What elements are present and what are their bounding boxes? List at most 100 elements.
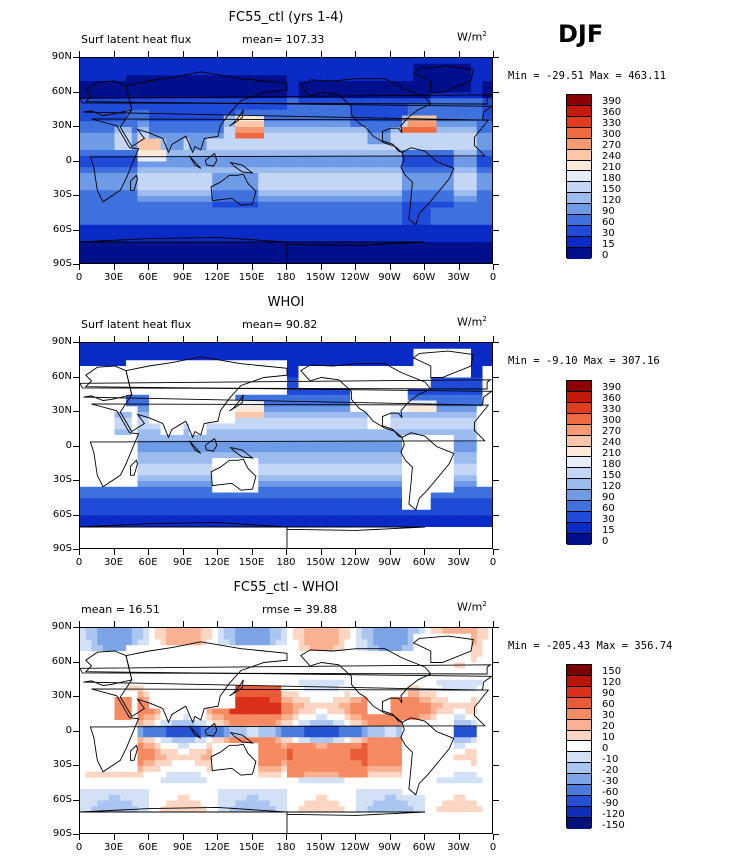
lon-tick xyxy=(113,834,115,840)
lon-tick-top xyxy=(79,51,80,57)
colorbar-swatch xyxy=(567,215,591,227)
lon-tick-top xyxy=(286,336,287,342)
coastline xyxy=(130,744,138,761)
lat-tick-right xyxy=(493,627,499,628)
colorbar-label: -30 xyxy=(602,775,619,787)
lon-tick-top xyxy=(424,336,425,342)
map-field xyxy=(80,58,492,263)
colorbar-swatch xyxy=(567,686,591,698)
colorbar-swatch xyxy=(567,435,591,447)
lat-tick xyxy=(73,834,79,835)
colorbar-swatch xyxy=(567,512,591,523)
colorbar-swatch xyxy=(567,533,591,545)
lon-tick xyxy=(493,264,494,270)
map-field xyxy=(80,628,492,833)
lon-tick-label: 60W xyxy=(412,842,436,853)
colorbar-swatch xyxy=(567,763,591,775)
lat-tick-right xyxy=(493,480,499,481)
colorbar-swatch xyxy=(567,160,591,172)
lon-tick xyxy=(424,834,425,840)
panel-mean: mean= 107.33 xyxy=(242,33,325,46)
lon-tick-top xyxy=(79,336,80,342)
coastline xyxy=(80,806,426,833)
lon-tick-top xyxy=(148,336,149,342)
colorbar-label: -60 xyxy=(602,786,619,798)
coastline xyxy=(130,459,138,476)
lon-tick-top xyxy=(355,621,356,627)
lon-tick-label: 120W xyxy=(340,557,370,568)
lat-tick xyxy=(73,160,79,162)
lat-tick xyxy=(73,411,79,412)
colorbar-label: 150 xyxy=(602,469,622,481)
lon-tick-top xyxy=(493,336,494,342)
lon-tick xyxy=(182,549,184,555)
lon-tick-label: 90W xyxy=(378,842,401,853)
lon-tick-label: 0 xyxy=(75,557,83,568)
lon-tick xyxy=(389,549,391,555)
lon-tick xyxy=(286,834,287,840)
coastlines xyxy=(80,635,492,833)
lon-tick-label: 150W xyxy=(306,842,335,853)
lon-tick-top xyxy=(458,621,460,627)
lat-tick-right xyxy=(493,264,499,265)
lon-tick-label: 60E xyxy=(138,272,158,283)
lon-tick-label: 30E xyxy=(103,272,124,283)
panel-mean: mean= 90.82 xyxy=(242,318,318,331)
coastline xyxy=(210,458,257,491)
lon-tick xyxy=(148,834,149,840)
lon-tick xyxy=(113,264,115,270)
lon-tick xyxy=(251,264,253,270)
lon-tick xyxy=(320,834,322,840)
lon-tick xyxy=(148,264,149,270)
coastline xyxy=(229,446,255,459)
colorbar-label: 60 xyxy=(602,216,615,228)
lat-tick xyxy=(73,549,79,550)
lon-tick xyxy=(458,549,460,555)
colorbar-swatch xyxy=(567,138,591,150)
colorbar-swatch xyxy=(567,468,591,480)
coastline xyxy=(229,679,244,697)
lon-tick-top xyxy=(493,621,494,627)
lat-tick-label: 30N xyxy=(51,690,72,701)
panel-title: WHOI xyxy=(267,295,305,310)
lon-tick xyxy=(458,834,460,840)
lon-tick xyxy=(458,264,460,270)
lon-tick-label: 30E xyxy=(103,842,124,853)
lon-tick-label: 120W xyxy=(340,272,370,283)
units-text: W/m xyxy=(457,315,483,329)
lon-tick-top xyxy=(113,51,115,57)
lat-tick-label: 0 xyxy=(65,724,72,736)
lon-tick xyxy=(251,549,253,555)
colorbar xyxy=(566,94,592,259)
lat-tick-label: 30N xyxy=(51,405,72,416)
units-superscript: 2 xyxy=(482,315,487,323)
lon-tick-label: 0 xyxy=(489,842,497,853)
colorbar-label: 180 xyxy=(602,173,622,184)
units-text: W/m xyxy=(457,30,483,44)
panel-minmax: Min = -9.10 Max = 307.16 xyxy=(508,355,660,367)
lon-tick-top xyxy=(458,336,460,342)
lon-tick-label: 150W xyxy=(306,272,335,283)
panel-rmse: rmse = 39.88 xyxy=(262,603,338,616)
colorbar-label: 0 xyxy=(602,535,609,547)
lon-tick xyxy=(286,549,287,555)
lon-tick-label: 60W xyxy=(412,557,436,568)
lon-tick-top xyxy=(320,51,322,57)
colorbar-label: -10 xyxy=(602,753,619,765)
colorbar-label: 240 xyxy=(602,151,622,163)
colorbar-swatch xyxy=(567,730,591,742)
colorbar-label: 90 xyxy=(602,205,615,217)
lat-tick-right xyxy=(493,411,499,412)
lat-tick-label: 0 xyxy=(65,154,72,166)
colorbar-label: 120 xyxy=(602,194,622,206)
coastline xyxy=(89,403,490,488)
lat-tick xyxy=(73,376,79,378)
panel-left-label: mean = 16.51 xyxy=(81,603,160,616)
lat-tick-right xyxy=(493,195,499,196)
lon-tick xyxy=(355,264,356,270)
lat-tick-label: 60N xyxy=(51,655,72,667)
colorbar-label: 90 xyxy=(602,688,615,700)
lon-tick-top xyxy=(113,621,115,627)
lon-tick-label: 180 xyxy=(276,557,296,568)
lat-tick-right xyxy=(493,549,499,550)
